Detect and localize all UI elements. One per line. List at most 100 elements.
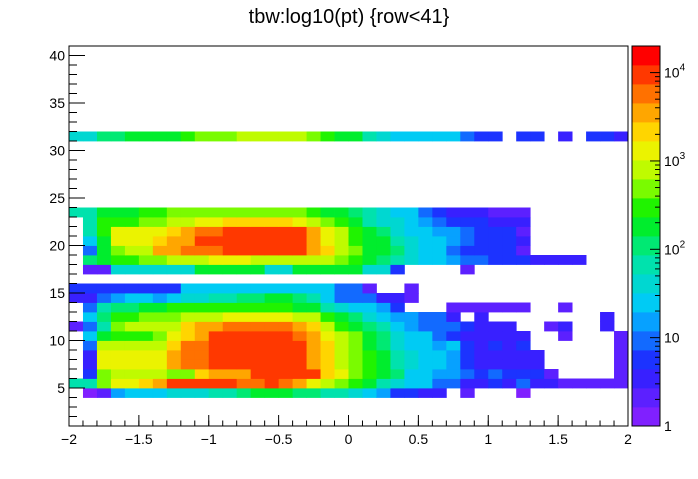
heatmap-cell [208, 369, 224, 379]
heatmap-cell [194, 340, 210, 351]
heatmap-cell [320, 255, 335, 265]
heatmap-cell [376, 131, 391, 142]
heatmap-cell [502, 359, 517, 370]
heatmap-cell [306, 378, 321, 389]
heatmap-cell [390, 359, 405, 370]
heatmap-cell [166, 255, 182, 265]
heatmap-cell [460, 302, 475, 313]
heatmap-cell [138, 302, 154, 313]
heatmap-cell [82, 331, 98, 341]
heatmap-cell [390, 369, 405, 379]
heatmap-cell [320, 350, 335, 360]
heatmap-cell [334, 217, 349, 227]
heatmap-cell [180, 255, 196, 265]
heatmap-cell [474, 245, 489, 256]
heatmap-cell [264, 359, 280, 370]
palette-swatch [632, 369, 660, 389]
heatmap-cell [194, 350, 210, 360]
heatmap-cell [69, 207, 84, 218]
heatmap-cell [69, 131, 84, 142]
heatmap-cell [530, 359, 545, 370]
heatmap-cell [362, 283, 377, 294]
heatmap-cell [82, 321, 98, 332]
heatmap-cell [390, 245, 405, 256]
heatmap-cell [404, 226, 419, 237]
heatmap-cell [544, 255, 559, 265]
heatmap-cell [180, 236, 196, 246]
heatmap-cell [460, 131, 475, 142]
heatmap-cell [376, 388, 391, 398]
heatmap-cell [516, 369, 531, 379]
heatmap-cell [376, 255, 391, 265]
heatmap-cell [152, 207, 168, 218]
heatmap-cell [82, 236, 98, 246]
heatmap-cell [404, 388, 419, 398]
heatmap-cell [502, 331, 517, 341]
palette-swatch [632, 84, 660, 104]
heatmap-cell [320, 369, 335, 379]
heatmap-cell [278, 283, 294, 294]
heatmap-cell [110, 255, 126, 265]
heatmap-cell [250, 378, 266, 389]
palette-swatch [632, 407, 660, 427]
heatmap-cell [152, 369, 168, 379]
heatmap-cell [236, 283, 252, 294]
heatmap-cell [180, 293, 196, 303]
heatmap-cell [138, 236, 154, 246]
heatmap-cell [502, 217, 517, 227]
heatmap-cell [292, 331, 307, 341]
heatmap-cell [278, 217, 294, 227]
heatmap-cell [278, 312, 294, 322]
heatmap-cell [152, 388, 168, 398]
heatmap-cell [152, 131, 168, 142]
heatmap-cell [474, 321, 489, 332]
heatmap-cell [306, 207, 321, 218]
heatmap-cell [264, 293, 280, 303]
heatmap-cell [82, 350, 98, 360]
heatmap-cell [376, 331, 391, 341]
heatmap-cell [376, 321, 391, 332]
heatmap-cell [432, 312, 447, 322]
heatmap-cell [516, 331, 531, 341]
heatmap-cell [474, 255, 489, 265]
heatmap-cell [96, 331, 112, 341]
x-tick-label: −1.5 [125, 431, 153, 447]
heatmap-cell [152, 359, 168, 370]
heatmap-cell [376, 293, 391, 303]
heatmap-cell [96, 131, 112, 142]
heatmap-cell [614, 369, 629, 379]
heatmap-cell [96, 207, 112, 218]
heatmap-cell [124, 283, 140, 294]
heatmap-cell [334, 321, 349, 332]
palette-swatch [632, 179, 660, 199]
palette-swatch [632, 274, 660, 294]
heatmap-cell [278, 255, 294, 265]
heatmap-cell [250, 321, 266, 332]
heatmap-cell [292, 217, 307, 227]
heatmap-cell [334, 264, 349, 275]
heatmap-cell [460, 207, 475, 218]
heatmap-cell [390, 388, 405, 398]
heatmap-cell [166, 312, 182, 322]
heatmap-cell [250, 359, 266, 370]
heatmap-cell [376, 369, 391, 379]
heatmap-cell [124, 293, 140, 303]
heatmap-cell [320, 226, 335, 237]
heatmap-cell [320, 264, 335, 275]
heatmap-cell [306, 388, 321, 398]
heatmap-cell [320, 283, 335, 294]
heatmap-cell [432, 255, 447, 265]
heatmap-cell [404, 217, 419, 227]
heatmap-cell [264, 217, 280, 227]
heatmap-cell [488, 321, 503, 332]
heatmap-cell [236, 302, 252, 313]
heatmap-cell [502, 236, 517, 246]
heatmap-cell [390, 226, 405, 237]
heatmap-cell [558, 331, 573, 341]
heatmap-cell [96, 226, 112, 237]
heatmap-cell [348, 236, 363, 246]
heatmap-cell [390, 378, 405, 389]
heatmap-cell [376, 378, 391, 389]
heatmap-cell [222, 340, 238, 351]
z-tick-label: 104 [664, 63, 686, 81]
